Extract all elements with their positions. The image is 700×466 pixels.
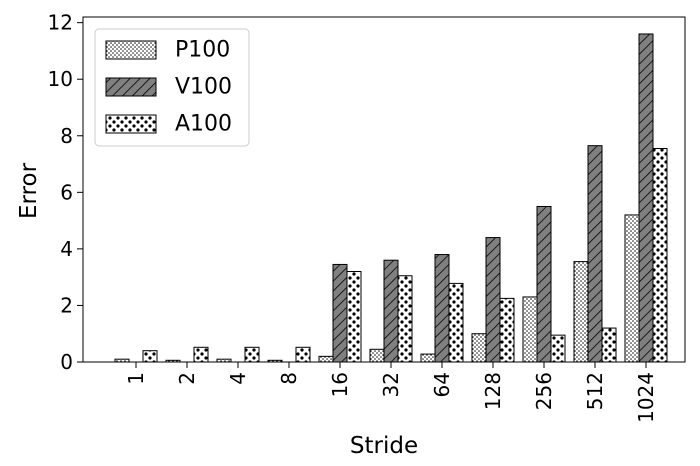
bar-p100-512 xyxy=(573,261,589,363)
bar-p100-256 xyxy=(522,296,538,363)
bar-v100-16 xyxy=(332,263,348,363)
bar-a100-512 xyxy=(601,327,617,363)
legend: P100 V100 A100 xyxy=(94,28,250,147)
bar-p100-64 xyxy=(420,353,436,363)
legend-label-a100: A100 xyxy=(175,112,232,137)
x-tick-label: 64 xyxy=(430,372,454,397)
bar-a100-8 xyxy=(295,346,311,363)
y-tick-label: 0 xyxy=(60,350,73,374)
y-tick-label: 4 xyxy=(60,237,73,261)
bar-a100-2 xyxy=(193,346,209,363)
bar-p100-1024 xyxy=(624,214,640,363)
bar-a100-64 xyxy=(448,282,464,363)
bar-p100-16 xyxy=(318,355,334,363)
bar-v100-512 xyxy=(587,145,603,363)
bars-layer xyxy=(114,33,668,363)
bar-a100-1 xyxy=(142,350,158,363)
bar-a100-128 xyxy=(499,297,515,363)
y-tick-label: 12 xyxy=(48,11,73,35)
bar-v100-256 xyxy=(536,205,552,363)
bar-a100-4 xyxy=(244,346,260,363)
x-tick-label: 128 xyxy=(481,372,505,410)
bar-a100-32 xyxy=(397,275,413,363)
x-tick-label: 16 xyxy=(328,372,352,397)
x-tick-label: 32 xyxy=(379,372,403,397)
x-tick-label: 2 xyxy=(175,372,199,385)
x-axis-ticks: 1 2 4 8 16 32 64 128 256 512 1024 xyxy=(124,362,658,423)
legend-swatch-p100 xyxy=(105,40,157,60)
y-tick-label: 8 xyxy=(60,124,73,148)
bar-v100-64 xyxy=(434,254,450,363)
bar-a100-1024 xyxy=(652,147,668,363)
x-tick-label: 1 xyxy=(124,372,148,385)
x-tick-label: 512 xyxy=(583,372,607,410)
x-tick-label: 4 xyxy=(226,372,250,385)
x-tick-label: 1024 xyxy=(634,372,658,423)
legend-label-v100: V100 xyxy=(175,75,232,100)
y-tick-label: 10 xyxy=(48,67,73,91)
bar-p100-32 xyxy=(369,348,385,363)
bar-a100-256 xyxy=(550,334,566,363)
x-tick-label: 256 xyxy=(532,372,556,410)
y-tick-label: 6 xyxy=(60,180,73,204)
bar-p100-128 xyxy=(471,333,487,363)
y-tick-label: 2 xyxy=(60,293,73,317)
legend-label-p100: P100 xyxy=(175,38,230,63)
plot-frame xyxy=(82,16,686,363)
bar-v100-128 xyxy=(485,237,501,363)
y-axis-ticks: 0 2 4 6 8 10 12 xyxy=(48,11,83,374)
bar-v100-32 xyxy=(383,259,399,363)
x-tick-label: 8 xyxy=(277,372,301,385)
x-axis-label: Stride xyxy=(350,433,418,459)
legend-swatch-a100 xyxy=(105,114,157,134)
bar-a100-16 xyxy=(346,271,362,363)
bar-v100-1024 xyxy=(638,33,654,363)
legend-swatch-v100 xyxy=(105,77,157,97)
y-axis-label: Error xyxy=(16,162,42,219)
